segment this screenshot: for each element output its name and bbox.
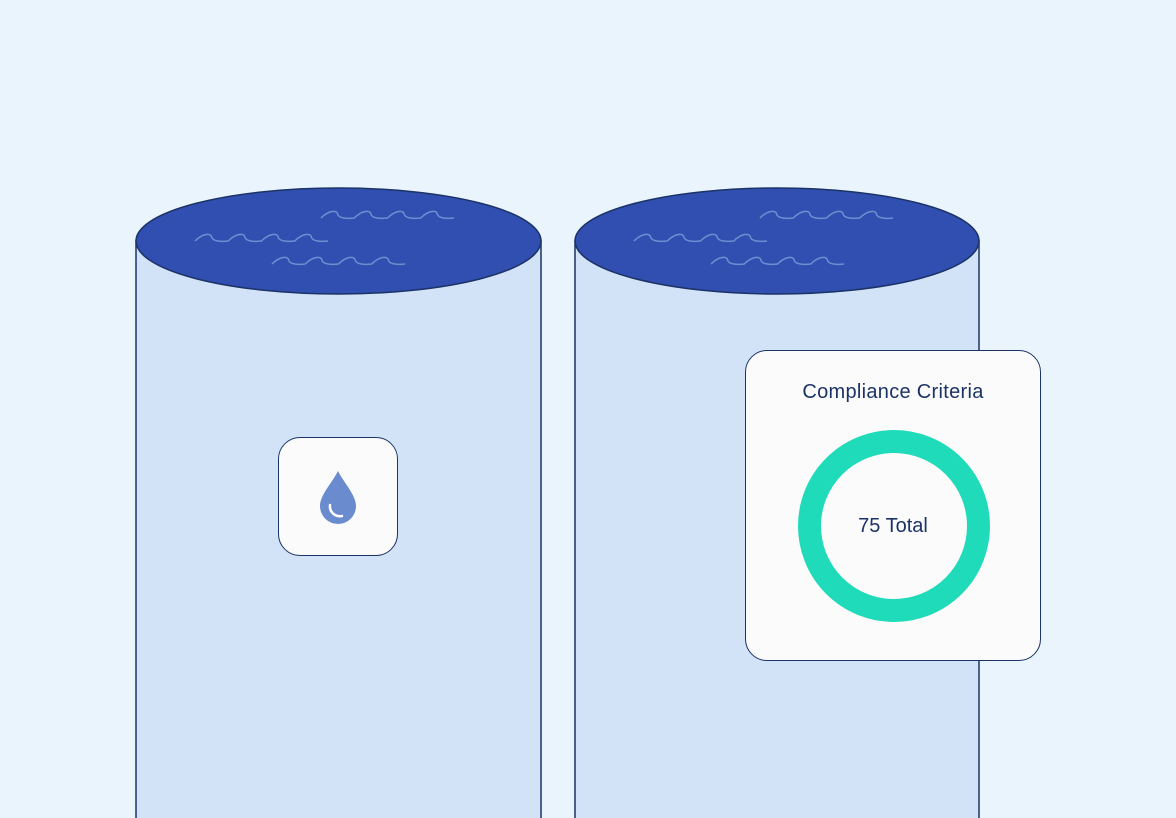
total-label: 75 Total <box>858 515 928 537</box>
compliance-criteria-card: Compliance Criteria 75 Total <box>745 350 1041 661</box>
water-drop-card <box>278 437 398 556</box>
wave-line <box>633 233 768 243</box>
water-drop-icon <box>320 470 356 524</box>
donut-ring <box>798 430 990 622</box>
wave-line <box>320 210 455 220</box>
wave-line <box>194 233 329 243</box>
wave-line <box>759 210 894 220</box>
wave-line <box>271 256 406 266</box>
wave-line <box>710 256 845 266</box>
card-title: Compliance Criteria <box>802 381 984 403</box>
tank-left <box>135 187 542 818</box>
